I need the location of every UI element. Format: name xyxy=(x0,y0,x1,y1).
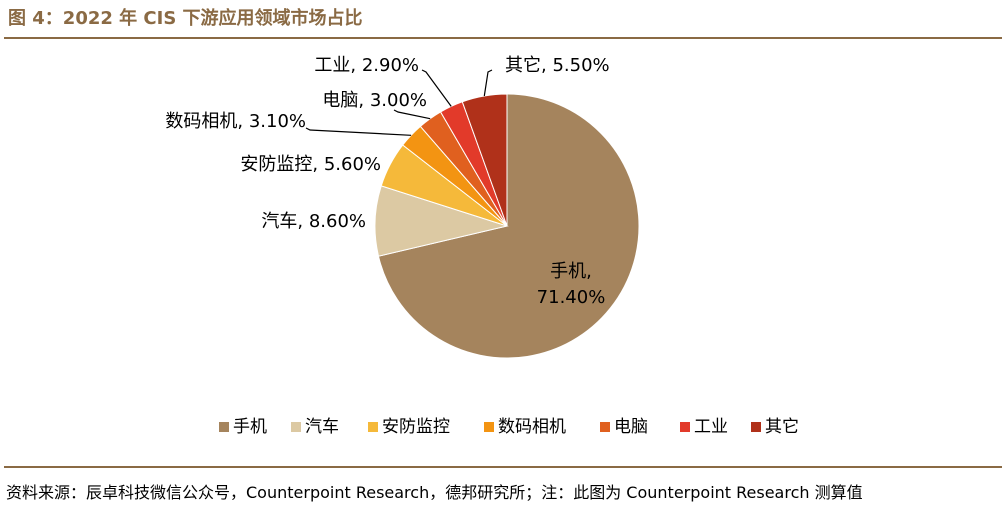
data-label: 安防监控, 5.60% xyxy=(240,154,381,175)
legend-label: 电脑 xyxy=(614,417,648,437)
legend-swatch xyxy=(219,422,229,432)
legend-label: 安防监控 xyxy=(382,417,450,437)
legend-label: 汽车 xyxy=(305,417,339,437)
legend-swatch xyxy=(600,422,610,432)
legend-swatch xyxy=(368,422,378,432)
data-label: 其它, 5.50% xyxy=(505,55,610,76)
legend-label: 手机 xyxy=(233,417,267,437)
legend-label: 数码相机 xyxy=(498,417,566,437)
data-label: 工业, 2.90% xyxy=(314,55,419,76)
pie-slice xyxy=(461,93,508,227)
data-labels: 手机, 71.40% 汽车, 8.60% 安防监控, 5.60% 数码相机, 3.10%… xyxy=(165,55,609,308)
data-label: 电脑, 3.00% xyxy=(322,90,427,111)
legend-label: 其它 xyxy=(765,417,799,437)
leader-line xyxy=(393,109,431,120)
data-label: 汽车, 8.60% xyxy=(261,211,366,232)
chart-title: 图 4：2022 年 CIS 下游应用领域市场占比 xyxy=(8,8,363,29)
pie-slice xyxy=(377,93,640,359)
legend-swatch xyxy=(751,422,761,432)
leader-line xyxy=(483,69,493,97)
source-note: 资料来源：辰卓科技微信公众号，Counterpoint Research，德邦研… xyxy=(6,483,863,502)
legend-label: 工业 xyxy=(694,417,728,437)
data-label: 手机, xyxy=(550,261,592,282)
legend: 手机 汽车 安防监控 数码相机 电脑 工业 其它 xyxy=(219,417,799,437)
pie-chart: 手机, 71.40% 汽车, 8.60% 安防监控, 5.60% 数码相机, 3.10%… xyxy=(165,55,799,437)
legend-swatch xyxy=(484,422,494,432)
footer-divider xyxy=(4,466,1002,468)
legend-swatch xyxy=(680,422,690,432)
leader-line xyxy=(305,127,412,136)
data-label: 71.40% xyxy=(537,287,606,308)
pie-slices xyxy=(374,93,640,359)
data-label: 数码相机, 3.10% xyxy=(165,111,306,132)
leader-line xyxy=(421,69,452,107)
leader-lines xyxy=(305,69,493,136)
title-divider xyxy=(4,37,1002,39)
legend-swatch xyxy=(291,422,301,432)
